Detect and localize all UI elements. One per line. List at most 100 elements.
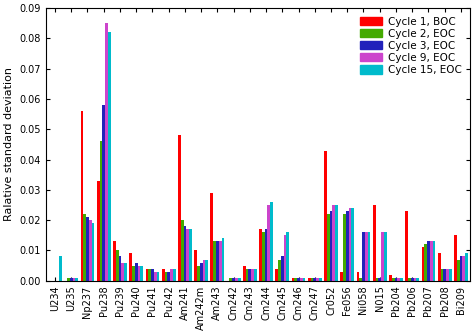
Bar <box>186 229 189 281</box>
Bar <box>327 214 329 281</box>
Bar <box>438 254 440 281</box>
Bar <box>446 269 449 281</box>
Bar <box>316 278 319 281</box>
Bar <box>248 269 251 281</box>
Bar <box>462 257 465 281</box>
Bar <box>232 278 235 281</box>
Bar <box>197 266 200 281</box>
Bar <box>335 205 338 281</box>
Bar <box>221 238 224 281</box>
Bar <box>349 208 351 281</box>
Bar <box>394 278 397 281</box>
Bar <box>140 266 143 281</box>
Bar <box>189 229 192 281</box>
Bar <box>102 105 105 281</box>
Bar <box>132 266 135 281</box>
Bar <box>329 211 332 281</box>
Bar <box>340 272 343 281</box>
Bar <box>267 205 270 281</box>
Legend: Cycle 1, BOC, Cycle 2, EOC, Cycle 3, EOC, Cycle 9, EOC, Cycle 15, EOC: Cycle 1, BOC, Cycle 2, EOC, Cycle 3, EOC… <box>356 13 465 78</box>
Bar <box>368 232 370 281</box>
Bar <box>373 205 375 281</box>
Bar <box>346 211 349 281</box>
Bar <box>251 269 254 281</box>
Bar <box>294 278 297 281</box>
Bar <box>454 235 457 281</box>
Bar <box>73 278 75 281</box>
Bar <box>378 278 381 281</box>
Bar <box>89 220 91 281</box>
Bar <box>414 278 416 281</box>
Bar <box>170 269 173 281</box>
Bar <box>408 278 411 281</box>
Bar <box>440 269 443 281</box>
Bar <box>303 278 305 281</box>
Bar <box>351 208 354 281</box>
Bar <box>275 269 278 281</box>
Bar <box>243 266 246 281</box>
Bar <box>421 247 424 281</box>
Bar <box>286 232 289 281</box>
Bar <box>259 229 262 281</box>
Bar <box>384 232 387 281</box>
Bar <box>137 266 140 281</box>
Bar <box>124 263 127 281</box>
Bar <box>167 272 170 281</box>
Bar <box>443 269 446 281</box>
Bar <box>254 269 257 281</box>
Bar <box>81 111 83 281</box>
Bar <box>105 23 108 281</box>
Bar <box>397 278 400 281</box>
Bar <box>246 269 248 281</box>
Bar <box>173 269 175 281</box>
Bar <box>148 269 151 281</box>
Bar <box>400 278 403 281</box>
Bar <box>154 272 156 281</box>
Bar <box>97 181 100 281</box>
Bar <box>427 241 430 281</box>
Bar <box>59 257 62 281</box>
Bar <box>235 278 238 281</box>
Bar <box>229 278 232 281</box>
Bar <box>359 278 362 281</box>
Bar <box>281 257 284 281</box>
Bar <box>365 232 368 281</box>
Bar <box>284 235 286 281</box>
Bar <box>459 257 462 281</box>
Bar <box>178 135 181 281</box>
Bar <box>162 269 164 281</box>
Bar <box>108 32 110 281</box>
Bar <box>135 263 137 281</box>
Bar <box>181 220 183 281</box>
Bar <box>264 229 267 281</box>
Bar <box>433 241 435 281</box>
Bar <box>356 272 359 281</box>
Bar <box>219 241 221 281</box>
Bar <box>113 241 116 281</box>
Bar <box>213 241 216 281</box>
Bar <box>129 254 132 281</box>
Bar <box>292 278 294 281</box>
Bar <box>164 272 167 281</box>
Bar <box>278 260 281 281</box>
Bar <box>310 278 313 281</box>
Bar <box>270 202 273 281</box>
Bar <box>118 257 121 281</box>
Bar <box>465 254 468 281</box>
Bar <box>449 269 452 281</box>
Bar <box>389 275 392 281</box>
Bar <box>262 232 264 281</box>
Bar <box>343 214 346 281</box>
Bar <box>83 214 86 281</box>
Bar <box>457 260 459 281</box>
Bar <box>156 272 159 281</box>
Bar <box>238 278 240 281</box>
Bar <box>424 244 427 281</box>
Bar <box>121 263 124 281</box>
Bar <box>91 223 94 281</box>
Bar <box>375 278 378 281</box>
Bar <box>75 278 78 281</box>
Bar <box>200 263 202 281</box>
Bar <box>216 241 219 281</box>
Bar <box>183 226 186 281</box>
